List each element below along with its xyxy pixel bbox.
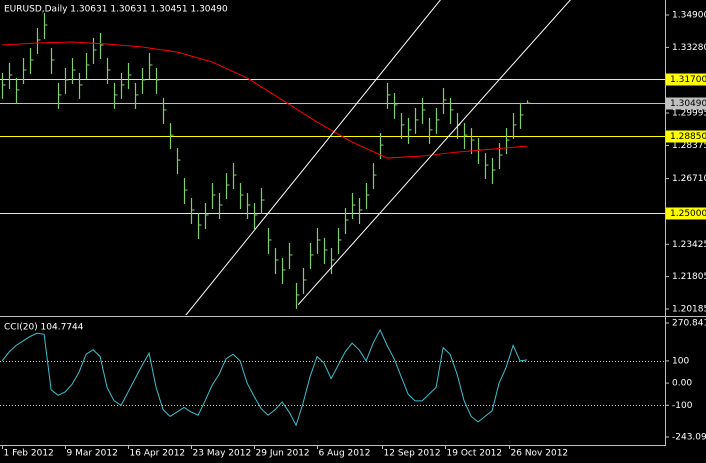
x-tick-label: 23 May 2012	[193, 449, 252, 459]
x-tick-label: 9 Mar 2012	[67, 449, 118, 459]
axes: 1.34900 1.33280 1.29995 1.28375 1.26710 1.234…	[2, 11, 706, 459]
chart-title: EURUSD,Daily 1.30631 1.30631 1.30451 1.3…	[4, 5, 228, 15]
y-tick-label: 1.29995	[672, 109, 706, 119]
cci-panel	[0, 328, 665, 427]
x-tick-label: 29 Jun 2012	[256, 449, 310, 459]
y-tick-label: -243.09	[672, 433, 706, 443]
price-level-box	[666, 130, 706, 143]
x-tick-label: 26 Nov 2012	[511, 449, 569, 459]
price-level-label: 1.28850	[670, 132, 706, 142]
x-tick-label: 19 Oct 2012	[447, 449, 503, 459]
channel-line	[297, 0, 571, 306]
price-level-box	[666, 207, 706, 220]
price-level-box	[666, 97, 706, 110]
y-tick-label: 1.21805	[672, 272, 706, 282]
price-panel	[0, 0, 665, 315]
channel-line	[185, 0, 441, 315]
x-tick-label: 1 Feb 2012	[4, 449, 54, 459]
price-level-box	[666, 73, 706, 86]
x-tick-label: 16 Apr 2012	[130, 449, 186, 459]
x-tick-label: 12 Sep 2012	[384, 449, 441, 459]
moving-average	[2, 41, 528, 159]
y-tick-label: 0.00	[672, 379, 692, 389]
y-tick-label: 1.23425	[672, 240, 706, 250]
y-tick-label: -100	[672, 401, 693, 411]
y-tick-label: 100	[672, 356, 689, 366]
y-tick-label: 1.20185	[672, 305, 706, 315]
price-level-label: 1.25000	[670, 209, 706, 219]
cci-line	[1, 328, 528, 427]
price-level-label: 1.31700	[670, 75, 706, 85]
y-tick-label: 1.26710	[672, 174, 706, 184]
y-tick-label: 1.28375	[672, 141, 706, 151]
indicator-title: CCI(20) 104.7744	[4, 323, 84, 333]
price-level-label: 1.30490	[670, 99, 706, 109]
y-tick-label: 1.34900	[672, 11, 706, 21]
x-tick-label: 6 Aug 2012	[319, 449, 371, 459]
y-tick-label: 270.8412	[672, 319, 706, 329]
y-tick-label: 1.33280	[672, 43, 706, 53]
